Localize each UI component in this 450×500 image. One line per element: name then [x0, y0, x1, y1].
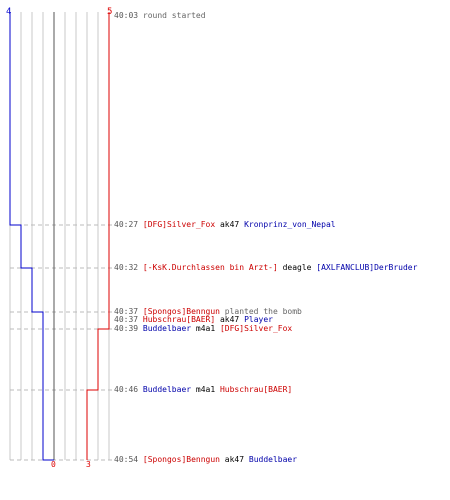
player-name-red: Hubschrau[BAER] — [142, 315, 216, 324]
blue-start-count: 4 — [6, 7, 11, 17]
event-time: 40:39 — [114, 324, 143, 333]
event-action: ak47 — [215, 315, 245, 324]
event-action: m4a1 — [191, 385, 220, 394]
event-row: 40:46 Buddelbaer m4a1 Hubschrau[BAER] — [114, 385, 292, 394]
event-time: 40:27 — [114, 220, 143, 229]
event-time: 40:32 — [114, 263, 143, 272]
event-row: 40:37 [Spongos]Benngun planted the bomb — [114, 307, 302, 316]
red-end-count: 3 — [86, 460, 91, 469]
event-row: 40:54 [Spongos]Benngun ak47 Buddelbaer — [114, 455, 297, 464]
player-name-red: [DFG]Silver_Fox — [219, 324, 293, 333]
event-row: 40:27 [DFG]Silver_Fox ak47 Kronprinz_von… — [114, 220, 336, 229]
event-action: ak47 — [215, 220, 245, 229]
blue-team-alive-line — [9, 12, 54, 461]
player-name-red: [DFG]Silver_Fox — [142, 220, 216, 229]
event-action: ak47 — [219, 455, 249, 464]
red-start-count: 5 — [107, 7, 112, 17]
event-time: 40:37 — [114, 315, 143, 324]
red-team-alive-line — [86, 12, 110, 460]
player-name-blue: Buddelbaer — [248, 455, 298, 464]
event-time: 40:46 — [114, 385, 143, 394]
grid-lines — [9, 12, 110, 460]
player-name-blue: Buddelbaer — [142, 385, 192, 394]
player-name-red: [-KsK.Durchlassen bin Arzt-] — [142, 263, 278, 272]
event-time: 40:54 — [114, 455, 143, 464]
event-row: 40:32 [-KsK.Durchlassen bin Arzt-] deagl… — [114, 263, 417, 272]
player-name-red: [Spongos]Benngun — [142, 307, 220, 316]
event-dash-lines — [10, 224, 112, 461]
event-row: 40:03 round started — [114, 11, 206, 20]
event-time: 40:37 — [114, 307, 143, 316]
event-row: 40:39 Buddelbaer m4a1 [DFG]Silver_Fox — [114, 324, 292, 333]
event-time: 40:03 — [114, 11, 143, 20]
player-name-blue: Player — [244, 315, 273, 324]
event-action: m4a1 — [191, 324, 220, 333]
event-action: round started — [142, 11, 206, 20]
player-name-blue: Buddelbaer — [142, 324, 192, 333]
event-action: planted the bomb — [219, 307, 302, 316]
player-name-red: Hubschrau[BAER] — [219, 385, 293, 394]
event-row: 40:37 Hubschrau[BAER] ak47 Player — [114, 315, 273, 324]
player-name-blue: Kronprinz_von_Nepal — [244, 220, 336, 229]
player-name-red: [Spongos]Benngun — [142, 455, 220, 464]
event-action: deagle — [277, 263, 317, 272]
player-name-blue: [AXLFANCLUB]DerBruder — [316, 263, 418, 272]
blue-end-count: 0 — [51, 460, 56, 469]
